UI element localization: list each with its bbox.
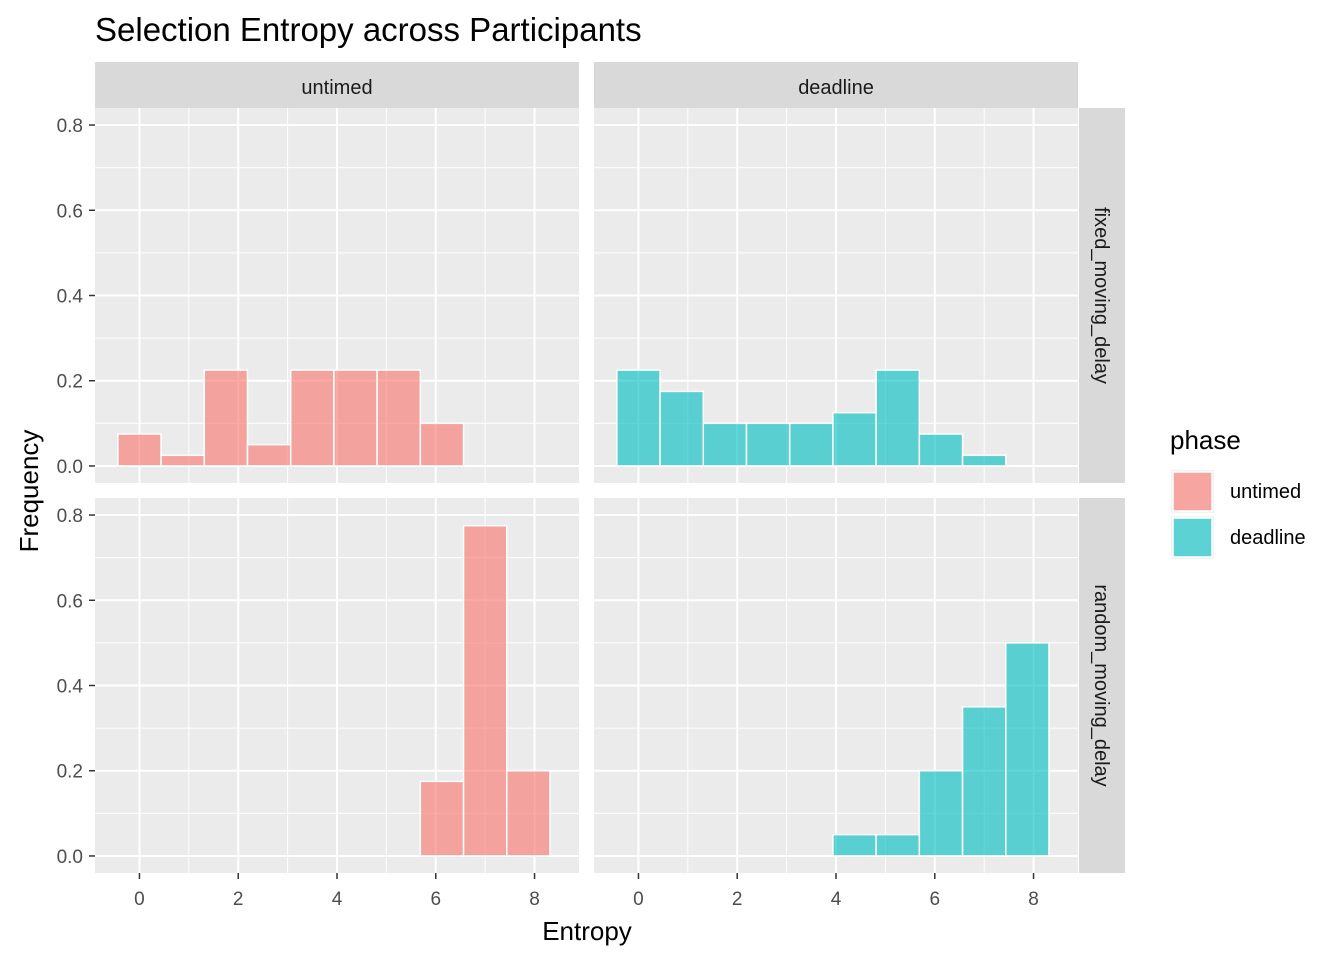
y-axis-title: Frequency <box>14 430 44 553</box>
histogram-bar <box>659 390 705 467</box>
facet-strip-column <box>594 62 1078 108</box>
x-tick-label: 4 <box>831 889 842 910</box>
y-tick-label: 0.2 <box>57 372 83 393</box>
legend-label: untimed <box>1230 481 1301 503</box>
histogram-bar <box>289 369 335 467</box>
histogram-bar <box>160 454 206 467</box>
histogram-bar <box>702 422 748 467</box>
legend-title: phase <box>1170 425 1241 455</box>
x-tick-label: 0 <box>633 889 644 910</box>
x-tick-label: 2 <box>233 889 244 910</box>
y-tick-label: 0.2 <box>57 762 83 783</box>
y-tick-label: 0.8 <box>57 506 83 527</box>
facet-label-column: untimed <box>301 77 372 99</box>
legend: phase untimed deadline <box>1170 425 1306 559</box>
histogram-bar <box>616 369 661 467</box>
histogram-bar <box>745 422 791 467</box>
facet-strip-row <box>1079 108 1125 483</box>
x-tick-label: 2 <box>732 889 743 910</box>
x-tick-label: 0 <box>134 889 145 910</box>
legend-swatch <box>1172 471 1213 512</box>
histogram-bar <box>1005 642 1050 857</box>
x-tick-label: 8 <box>529 889 540 910</box>
axes-layer: 0.0 0.2 0.4 0.6 0.8 0.0 0.2 0.4 0.6 0.8 0 2 4 6 8 0 2 4 6 8 <box>57 116 1039 910</box>
facet-label-row: fixed_moving_delay <box>1090 207 1112 384</box>
histogram-bar <box>419 780 465 857</box>
histogram-bar <box>376 369 422 467</box>
histogram-bar <box>832 411 877 467</box>
histogram-bar <box>961 706 1007 857</box>
x-axis-title: Entropy <box>542 916 632 946</box>
y-tick-label: 0.4 <box>57 677 84 698</box>
x-tick-label: 6 <box>929 889 940 910</box>
histogram-bar <box>961 454 1007 467</box>
panels-layer: untimed deadline fixed_moving_delay random_… <box>95 62 1125 873</box>
histogram-bar <box>506 769 551 857</box>
facet-strip-row <box>1079 498 1125 873</box>
x-tick-label: 4 <box>332 889 343 910</box>
histogram-bar <box>203 369 249 467</box>
facet-label-column: deadline <box>798 77 874 99</box>
histogram-bar <box>333 369 378 467</box>
histogram-bar <box>832 833 877 857</box>
histogram-bar <box>875 833 921 857</box>
histogram-bar <box>918 769 964 857</box>
histogram-bar <box>246 443 292 467</box>
facet-label-row: random_moving_delay <box>1090 584 1112 786</box>
y-tick-label: 0.0 <box>57 457 83 478</box>
legend-label: deadline <box>1230 527 1306 549</box>
x-tick-label: 6 <box>430 889 441 910</box>
histogram-bar <box>117 433 162 467</box>
y-tick-label: 0.0 <box>57 847 83 868</box>
chart-title: Selection Entropy across Participants <box>95 11 642 48</box>
x-tick-label: 8 <box>1028 889 1039 910</box>
histogram-bar <box>875 369 921 467</box>
legend-swatch <box>1172 517 1213 558</box>
y-tick-label: 0.4 <box>57 287 84 308</box>
y-tick-label: 0.8 <box>57 116 83 137</box>
histogram-bar <box>788 422 834 467</box>
histogram-bar <box>918 433 964 467</box>
y-tick-label: 0.6 <box>57 201 83 222</box>
histogram-bar <box>462 524 508 857</box>
y-tick-label: 0.6 <box>57 591 83 612</box>
histogram-bar <box>419 422 465 467</box>
facet-strip-column <box>95 62 579 108</box>
